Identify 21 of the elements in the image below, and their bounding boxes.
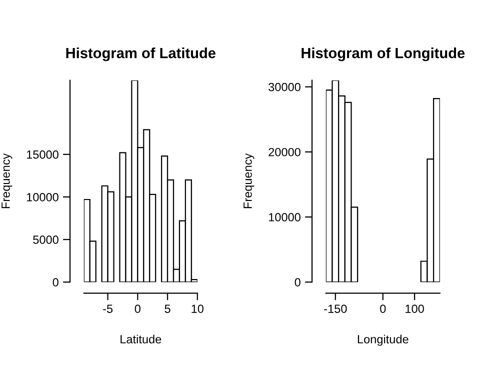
y-tick-label: 5000 [33,236,58,244]
x-tick-label: 5 [164,304,170,313]
x-tick-label: -5 [103,304,113,313]
y-tick-label: 15000 [26,150,58,159]
x-tick-label: 100 [406,304,424,313]
chart-title: Histogram of Longitude [302,48,465,62]
x-tick-label: -150 [324,304,347,313]
x-tick-label: 10 [192,304,204,313]
y-tick-label: 0 [52,278,58,286]
y-tick-label: 20000 [268,148,300,156]
chart-title: Histogram of Latitude [66,48,216,62]
y-tick-label: 0 [294,278,300,286]
y-axis-title: Frequency [244,153,254,208]
x-tick-label: 0 [134,304,140,313]
x-axis-title: Longitude [358,334,408,346]
y-tick-label: 10000 [268,213,300,222]
x-axis-title: Latitude [120,334,162,344]
y-axis-title: Frequency [2,153,12,208]
x-tick-label: 0 [380,304,386,313]
y-tick-label: 30000 [268,82,300,92]
y-tick-label: 10000 [26,192,58,202]
